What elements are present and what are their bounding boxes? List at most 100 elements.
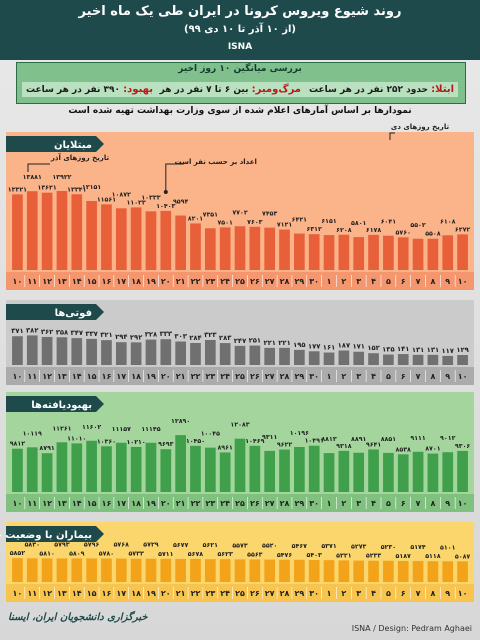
x-tick-label: ۲۸ <box>280 589 290 598</box>
x-tick-label: ۸ <box>430 589 435 598</box>
bar <box>294 349 305 365</box>
footer-source: خبرگزاری دانشجویان ایران، ایسنا <box>8 612 148 623</box>
bar <box>12 194 23 270</box>
value-label: ۱۰۱۱۹ <box>23 430 42 437</box>
bar <box>12 558 23 582</box>
bar <box>175 558 186 582</box>
x-tick-label: ۸ <box>430 277 435 286</box>
bar <box>353 452 365 492</box>
value-label: ۵۸۱۰ <box>39 550 54 557</box>
x-tick-label: ۹ <box>445 499 450 508</box>
x-tick-label: ۲۳ <box>205 372 215 381</box>
value-label: ۵۷۹۳ <box>54 541 70 548</box>
x-tick-label: ۸ <box>430 499 435 508</box>
value-label: ۵۷۶۰ <box>396 229 411 236</box>
value-label: ۵۷۸۰ <box>99 551 114 558</box>
value-label: ۵۵۷۳ <box>232 542 248 549</box>
x-tick-label: ۱۳ <box>57 589 67 598</box>
bar <box>86 440 97 492</box>
bar <box>383 235 394 270</box>
x-tick-label: ۱۹ <box>146 372 156 381</box>
value-label: ۵۷۱۱ <box>158 551 173 558</box>
value-label: ۸۹۶۱ <box>217 444 232 451</box>
x-tick-label: ۳ <box>356 499 361 508</box>
bar <box>204 447 216 492</box>
value-label: ۱۰۰۴۵ <box>201 431 220 438</box>
x-tick-label: ۲۵ <box>235 372 245 381</box>
bar <box>204 339 216 365</box>
value-label: ۹۳۱۱ <box>262 434 277 441</box>
bar <box>204 228 216 270</box>
bar <box>308 445 320 492</box>
value-label: ۱۰۴۹۱ <box>305 438 324 445</box>
x-tick-label: ۱۰ <box>458 589 468 598</box>
x-tick-label: ۱ <box>327 589 332 598</box>
bar <box>279 229 290 270</box>
value-label: ۵۴۷۶ <box>277 552 293 559</box>
summary-title: بررسی میانگین ۱۰ روز اخیر <box>178 64 302 74</box>
value-label: ۵۱۱۸ <box>425 553 441 560</box>
value-label: ۸۸۵۱ <box>381 436 396 443</box>
value-label: ۱۱۰۱۰ <box>67 435 86 442</box>
value-label: ۷۳۵۱ <box>203 211 218 218</box>
x-tick-label: ۱۴ <box>72 499 82 508</box>
value-label: ۵۴۰۳ <box>307 552 323 559</box>
bar <box>368 234 379 270</box>
annotation-arrow <box>27 163 50 172</box>
value-label: ۵۷۲۹ <box>143 542 159 549</box>
bar <box>234 345 246 365</box>
x-tick-label: ۲۴ <box>220 589 230 598</box>
panel-title: فوتی‌ها <box>55 308 92 319</box>
x-tick-label: ۲۵ <box>235 499 245 508</box>
header-band <box>0 0 480 60</box>
bar <box>294 559 305 582</box>
summary-item: ابتلا: حدود ۲۵۲ نفر در هر ساعت <box>304 82 458 97</box>
value-label: ۳۶۲ <box>41 328 54 336</box>
x-tick-label: ۱۸ <box>131 277 141 286</box>
value-label: ۹۰۱۲ <box>440 435 456 442</box>
bar <box>145 211 157 270</box>
value-label: ۵۰۸۷ <box>455 553 471 560</box>
bar <box>294 233 305 270</box>
value-label: ۵۱۸۷ <box>396 553 412 560</box>
x-tick-label: ۲۲ <box>191 499 201 508</box>
x-tick-label: ۸ <box>430 372 435 381</box>
x-tick-label: ۲۵ <box>235 277 245 286</box>
value-label: ۵۶۷۷ <box>173 542 189 549</box>
x-tick-label: ۱ <box>327 499 332 508</box>
value-label: ۶۱۵۱ <box>321 218 336 225</box>
bar <box>442 561 454 582</box>
value-label: ۷۷۰۲ <box>232 209 248 216</box>
summary-item: بهبود: ۳۹۰ نفر در هر ساعت <box>22 82 158 97</box>
bar <box>190 342 201 365</box>
title: روند شیوع ویروس کرونا در ایران طی یک ماه… <box>78 4 402 19</box>
value-label: ۱۲۹ <box>456 346 469 354</box>
value-label: ۹۶۴۱ <box>366 441 381 448</box>
note: نمودارها بر اساس آمارهای اعلام شده از سو… <box>68 106 412 116</box>
bar <box>234 438 246 492</box>
value-label: ۵۶۲۳ <box>217 551 233 558</box>
value-label: ۱۰۴۰۳ <box>156 203 175 210</box>
bar <box>457 561 468 582</box>
value-label: ۱۳۳۲۱ <box>8 186 27 193</box>
bar <box>86 558 97 582</box>
bar <box>234 226 246 270</box>
x-tick-label: ۲ <box>341 499 346 508</box>
x-tick-label: ۷ <box>416 372 421 381</box>
x-tick-label: ۱ <box>327 372 332 381</box>
summary-label: ابتلا: <box>431 84 454 95</box>
value-label: ۱۰۳۳۳ <box>141 194 160 201</box>
bar <box>160 210 172 270</box>
bar <box>56 442 68 492</box>
bar <box>383 354 394 365</box>
bar <box>279 449 290 492</box>
x-tick-label: ۲۸ <box>280 372 290 381</box>
bar <box>368 449 379 492</box>
x-tick-label: ۲۶ <box>250 372 260 381</box>
x-tick-label: ۱۲ <box>42 589 52 598</box>
bar <box>145 442 157 492</box>
x-tick-label: ۷ <box>416 277 421 286</box>
bar <box>308 351 320 365</box>
x-tick-label: ۷ <box>416 589 421 598</box>
axis-band <box>6 272 474 290</box>
